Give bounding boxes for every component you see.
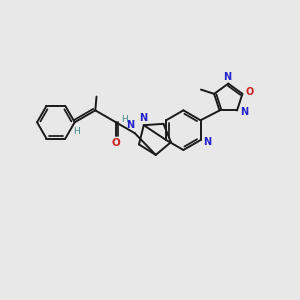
Text: O: O xyxy=(245,87,254,97)
Text: N: N xyxy=(223,72,231,82)
Text: O: O xyxy=(112,138,120,148)
Text: H: H xyxy=(121,115,128,124)
Text: N: N xyxy=(203,137,211,147)
Text: N: N xyxy=(240,107,248,118)
Text: H: H xyxy=(73,127,80,136)
Text: N: N xyxy=(139,113,147,123)
Text: N: N xyxy=(126,120,134,130)
